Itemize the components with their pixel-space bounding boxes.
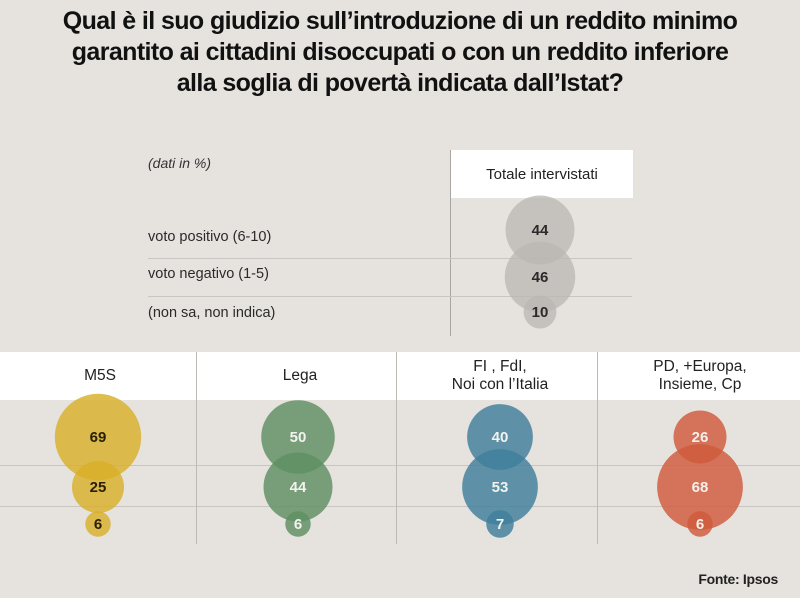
row-label-positive: voto positivo (6-10) bbox=[148, 229, 272, 245]
party-bubbles-m5s: 69 25 6 bbox=[54, 393, 142, 537]
party-column-divider bbox=[597, 352, 598, 544]
data-label: 40 bbox=[492, 429, 509, 446]
party-row-divider bbox=[0, 465, 800, 466]
party-header-m5s: M5S bbox=[0, 352, 200, 400]
party-column-divider bbox=[196, 352, 197, 544]
bubble-voto-negativo-1-5 bbox=[657, 444, 743, 530]
party-column-divider bbox=[396, 352, 397, 544]
title-line-3: alla soglia di povertà indicata dall’Ist… bbox=[176, 69, 624, 97]
party-header-band bbox=[0, 352, 800, 400]
party-row-divider bbox=[0, 506, 800, 507]
bubble-voto-negativo-1-5 bbox=[462, 449, 538, 525]
row-label-dont-know: (non sa, non indica) bbox=[148, 305, 276, 321]
data-label: 44 bbox=[290, 479, 307, 496]
units-note: (dati in %) bbox=[148, 155, 212, 171]
party-header-line: PD, +Europa, bbox=[653, 358, 747, 375]
bubble-non-sa-non-indica bbox=[523, 295, 557, 329]
data-label: 10 bbox=[532, 304, 549, 321]
data-label: 68 bbox=[692, 479, 709, 496]
data-label: 50 bbox=[290, 429, 307, 446]
bubble-non-sa-non-indica bbox=[85, 511, 111, 537]
data-label: 26 bbox=[692, 429, 709, 446]
party-bubbles-pd-europa-insieme-cp: 26 68 6 bbox=[657, 410, 743, 537]
party-bubbles-lega: 50 44 6 bbox=[261, 400, 335, 537]
total-column-header: Totale intervistati bbox=[451, 150, 633, 198]
bubble-voto-negativo-1-5 bbox=[72, 461, 124, 513]
party-header-line: FI , FdI, bbox=[473, 358, 527, 375]
party-header-pd: PD, +Europa, Insieme, Cp bbox=[600, 352, 800, 400]
bubble-voto-positivo-6-10 bbox=[261, 400, 335, 474]
total-column-divider bbox=[450, 150, 451, 336]
party-header-line: Lega bbox=[282, 367, 318, 384]
data-label: 44 bbox=[532, 222, 549, 239]
party-header-fi-fdi: FI , FdI, Noi con l’Italia bbox=[400, 352, 600, 400]
party-header-lega: Lega bbox=[200, 352, 400, 400]
bubble-non-sa-non-indica bbox=[486, 510, 514, 538]
title-line-2: garantito ai cittadini disoccupati o con… bbox=[71, 38, 729, 66]
bubble-voto-positivo-6-10 bbox=[54, 393, 142, 481]
bubble-voto-negativo-1-5 bbox=[263, 452, 333, 522]
row-divider bbox=[148, 258, 632, 259]
party-header-line: Noi con l’Italia bbox=[451, 376, 549, 393]
data-label: 69 bbox=[90, 429, 107, 446]
bubble-voto-negativo-1-5 bbox=[504, 241, 576, 313]
row-divider bbox=[148, 296, 632, 297]
data-label: 6 bbox=[696, 516, 704, 533]
data-label: 6 bbox=[294, 516, 302, 533]
party-bubbles-fi-fdi-noi-con-l-italia: 40 53 7 bbox=[462, 404, 538, 538]
data-label: 25 bbox=[90, 479, 107, 496]
data-label: 6 bbox=[94, 516, 102, 533]
chart-title: Qual è il suo giudizio sull’introduzione… bbox=[0, 6, 800, 99]
party-header-line: M5S bbox=[84, 367, 116, 384]
bubble-non-sa-non-indica bbox=[687, 511, 713, 537]
data-label: 53 bbox=[492, 479, 509, 496]
source-note: Fonte: Ipsos bbox=[698, 571, 778, 587]
total-bubbles: 44 46 10 bbox=[504, 195, 576, 329]
party-header-line: Insieme, Cp bbox=[658, 376, 742, 393]
title-line-1: Qual è il suo giudizio sull’introduzione… bbox=[62, 7, 738, 35]
data-label: 46 bbox=[532, 269, 549, 286]
data-label: 7 bbox=[496, 516, 504, 533]
bubble-non-sa-non-indica bbox=[285, 511, 311, 537]
row-label-negative: voto negativo (1-5) bbox=[148, 266, 269, 282]
